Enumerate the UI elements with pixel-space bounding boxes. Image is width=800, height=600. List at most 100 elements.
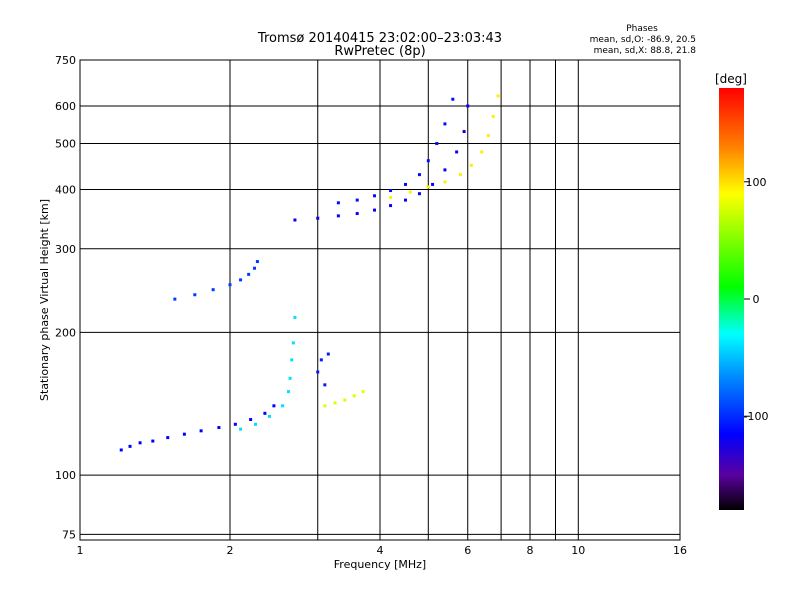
echo-point <box>233 422 237 426</box>
echo-point <box>239 278 243 282</box>
echo-point <box>408 190 412 194</box>
y-tick-label: 100 <box>55 469 76 482</box>
echo-point <box>316 216 320 220</box>
echo-point <box>462 130 466 134</box>
y-tick-label: 600 <box>55 100 76 113</box>
y-tick-label: 500 <box>55 138 76 151</box>
echo-point <box>290 358 294 362</box>
echo-point <box>389 195 393 199</box>
colorbar-tick-label: 100 <box>746 176 767 189</box>
data-points <box>119 94 500 452</box>
x-tick-label: 10 <box>571 544 585 557</box>
echo-point <box>293 315 297 319</box>
echo-point <box>228 283 232 287</box>
echo-point <box>426 185 430 189</box>
echo-point <box>253 266 257 270</box>
y-tick-label: 750 <box>55 54 76 67</box>
echo-point <box>247 272 251 276</box>
echo-point <box>316 370 320 374</box>
echo-point <box>173 297 177 301</box>
echo-point <box>138 441 142 445</box>
echo-point <box>431 182 435 186</box>
echo-point <box>255 260 259 264</box>
stats-line-o: mean, sd,O: -86.9, 20.5 <box>590 35 696 45</box>
colorbar-ticks: -100 0 100 <box>744 176 769 423</box>
echo-point <box>333 401 337 405</box>
echo-point <box>496 94 500 98</box>
echo-point <box>336 201 340 205</box>
echo-point <box>435 142 439 146</box>
echo-point <box>272 404 276 408</box>
echo-point <box>443 122 447 126</box>
echo-point <box>486 133 490 137</box>
echo-point <box>128 444 132 448</box>
echo-point <box>491 115 495 119</box>
echo-point <box>291 341 295 345</box>
echo-point <box>343 398 347 402</box>
stats-heading: Phases <box>626 24 658 34</box>
echo-point <box>193 293 197 297</box>
echo-point <box>455 150 459 154</box>
echo-point <box>119 448 123 452</box>
stats-line-x: mean, sd,X: 88.8, 21.8 <box>594 46 697 56</box>
echo-point <box>293 218 297 222</box>
x-tick-label: 1 <box>77 544 84 557</box>
echo-point <box>443 168 447 172</box>
echo-point <box>249 418 253 422</box>
echo-point <box>373 208 377 212</box>
echo-point <box>355 212 359 216</box>
echo-point <box>373 194 377 198</box>
echo-point <box>403 182 407 186</box>
echo-point <box>239 427 243 431</box>
echo-point <box>361 390 365 394</box>
echo-point <box>466 104 470 108</box>
x-tick-label: 4 <box>377 544 384 557</box>
echo-point <box>480 150 484 154</box>
echo-point <box>417 173 421 177</box>
colorbar-tick-label: -100 <box>744 410 769 423</box>
y-tick-label: 200 <box>55 326 76 339</box>
echo-point <box>443 180 447 184</box>
echo-point <box>319 358 323 362</box>
echo-point <box>166 436 170 440</box>
echo-point <box>182 432 186 436</box>
echo-point <box>217 426 221 430</box>
echo-point <box>253 422 257 426</box>
y-axis-label: Stationary phase Virtual Height [km] <box>38 199 51 401</box>
echo-point <box>199 429 203 433</box>
x-tick-label: 8 <box>527 544 534 557</box>
echo-point <box>417 192 421 196</box>
echo-point <box>211 288 215 292</box>
echo-point <box>323 404 327 408</box>
tick-labels: 1 2 4 6 8 10 16 75 100 200 300 400 500 600 750 <box>55 54 687 557</box>
echo-point <box>426 159 430 163</box>
x-tick-label: 2 <box>227 544 234 557</box>
y-tick-label: 75 <box>62 528 76 541</box>
echo-point <box>352 394 356 398</box>
y-tick-label: 300 <box>55 243 76 256</box>
echo-point <box>469 163 473 167</box>
echo-point <box>323 383 327 387</box>
echo-point <box>403 198 407 202</box>
echo-point <box>389 204 393 208</box>
echo-point <box>389 189 393 193</box>
x-tick-label: 16 <box>673 544 687 557</box>
plot-frame <box>79 59 681 541</box>
echo-point <box>286 390 290 394</box>
echo-point <box>326 352 330 356</box>
colorbar-label: [deg] <box>715 72 747 86</box>
x-tick-label: 6 <box>464 544 471 557</box>
colorbar-tick-label: 0 <box>753 293 760 306</box>
echo-point <box>281 404 285 408</box>
echo-point <box>336 214 340 218</box>
colorbar <box>719 88 744 510</box>
x-axis-label: Frequency [MHz] <box>334 558 426 571</box>
grid-lines <box>80 60 680 540</box>
chart-subtitle: RwPretec (8p) <box>334 44 425 59</box>
y-tick-label: 400 <box>55 184 76 197</box>
echo-point <box>355 198 359 202</box>
chart-title: Tromsø 20140415 23:02:00–23:03:43 <box>257 31 502 46</box>
echo-point <box>263 411 267 415</box>
echo-point <box>451 97 455 101</box>
